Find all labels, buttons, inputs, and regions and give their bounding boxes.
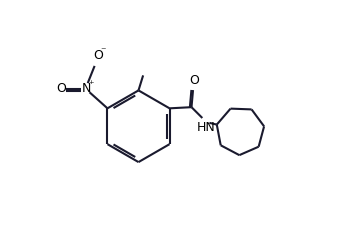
Text: HN: HN [197, 121, 216, 134]
Text: O: O [189, 74, 199, 87]
Text: ⁺: ⁺ [88, 80, 93, 90]
Text: N: N [81, 82, 91, 95]
Text: O: O [56, 82, 66, 95]
Text: ⁻: ⁻ [100, 46, 106, 56]
Text: O: O [93, 49, 103, 62]
